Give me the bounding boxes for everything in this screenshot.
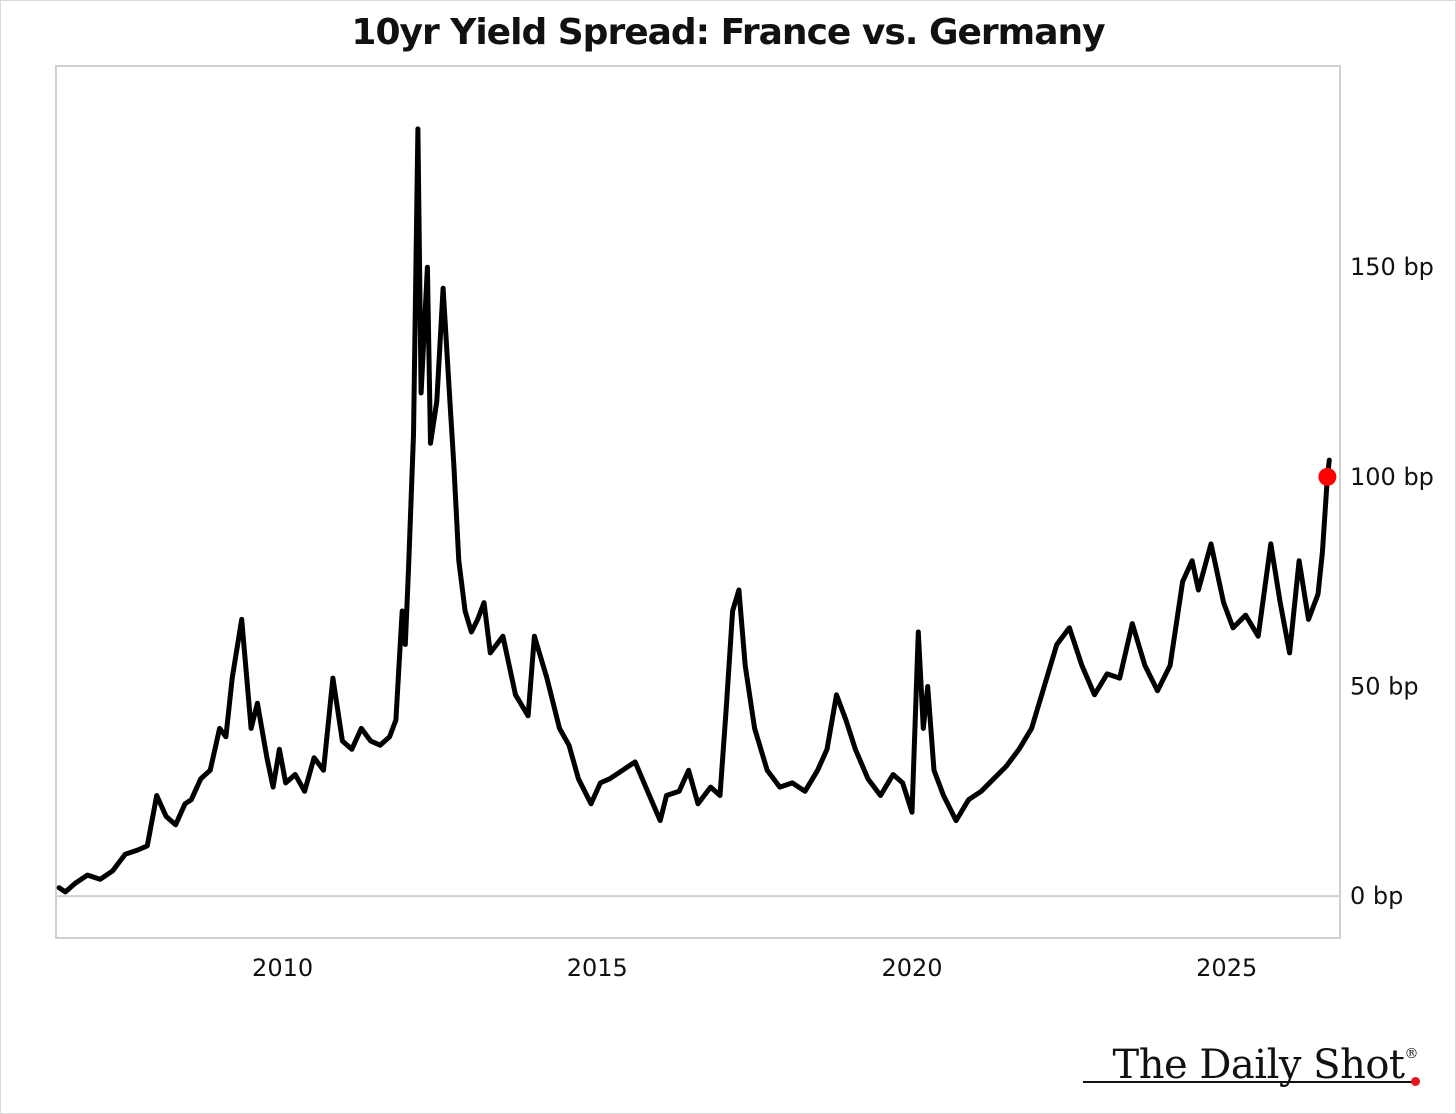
y-tick-label: 50 bp: [1350, 672, 1419, 700]
brand-underline: [1083, 1081, 1413, 1083]
brand-name: The Daily Shot: [1112, 1042, 1405, 1088]
x-tick-label: 2025: [1196, 954, 1257, 982]
spread-series-line: [56, 126, 1332, 895]
plot-area: [55, 65, 1341, 939]
brand-logo: The Daily Shot®: [1112, 1042, 1419, 1088]
x-tick-label: 2020: [881, 954, 942, 982]
x-axis: 2010 2015 2020 2025: [252, 954, 1257, 982]
x-tick-label: 2010: [252, 954, 313, 982]
y-axis: 0 bp 50 bp 100 bp 150 bp: [1350, 253, 1434, 910]
latest-value-marker: [1318, 467, 1337, 486]
brand-registered-mark: ®: [1404, 1046, 1419, 1062]
y-tick-label: 100 bp: [1350, 463, 1434, 491]
x-tick-label: 2015: [567, 954, 628, 982]
y-tick-label: 0 bp: [1350, 882, 1403, 910]
chart-title: 10yr Yield Spread: France vs. Germany: [351, 12, 1105, 53]
brand-dot: [1411, 1077, 1420, 1086]
y-tick-label: 150 bp: [1350, 253, 1434, 281]
